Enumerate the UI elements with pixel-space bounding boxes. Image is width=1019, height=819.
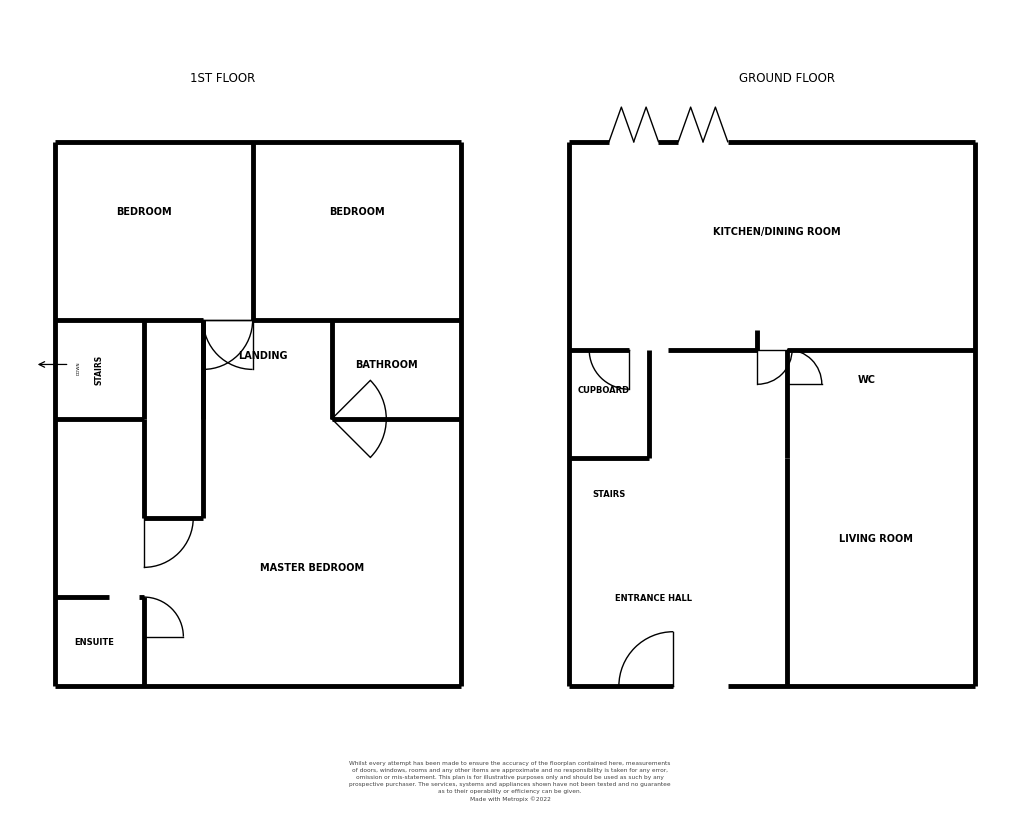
Text: DOWN: DOWN: [76, 361, 81, 375]
Text: BEDROOM: BEDROOM: [328, 206, 384, 217]
Text: LANDING: LANDING: [237, 351, 287, 360]
Text: CUPBOARD: CUPBOARD: [578, 385, 630, 394]
Text: STAIRS: STAIRS: [95, 355, 104, 385]
Text: ENTRANCE HALL: ENTRANCE HALL: [614, 593, 691, 602]
Text: KITCHEN/DINING ROOM: KITCHEN/DINING ROOM: [712, 227, 841, 237]
Text: WC: WC: [857, 375, 874, 385]
Text: LIVING ROOM: LIVING ROOM: [839, 533, 912, 543]
Text: BEDROOM: BEDROOM: [116, 206, 171, 217]
Text: BATHROOM: BATHROOM: [355, 360, 417, 370]
Text: 1ST FLOOR: 1ST FLOOR: [191, 72, 256, 85]
Text: Whilst every attempt has been made to ensure the accuracy of the floorplan conta: Whilst every attempt has been made to en…: [348, 761, 671, 801]
Text: ENSUITE: ENSUITE: [74, 637, 114, 646]
Text: GROUND FLOOR: GROUND FLOOR: [739, 72, 835, 85]
Text: STAIRS: STAIRS: [592, 489, 625, 498]
Text: MASTER BEDROOM: MASTER BEDROOM: [260, 563, 364, 572]
